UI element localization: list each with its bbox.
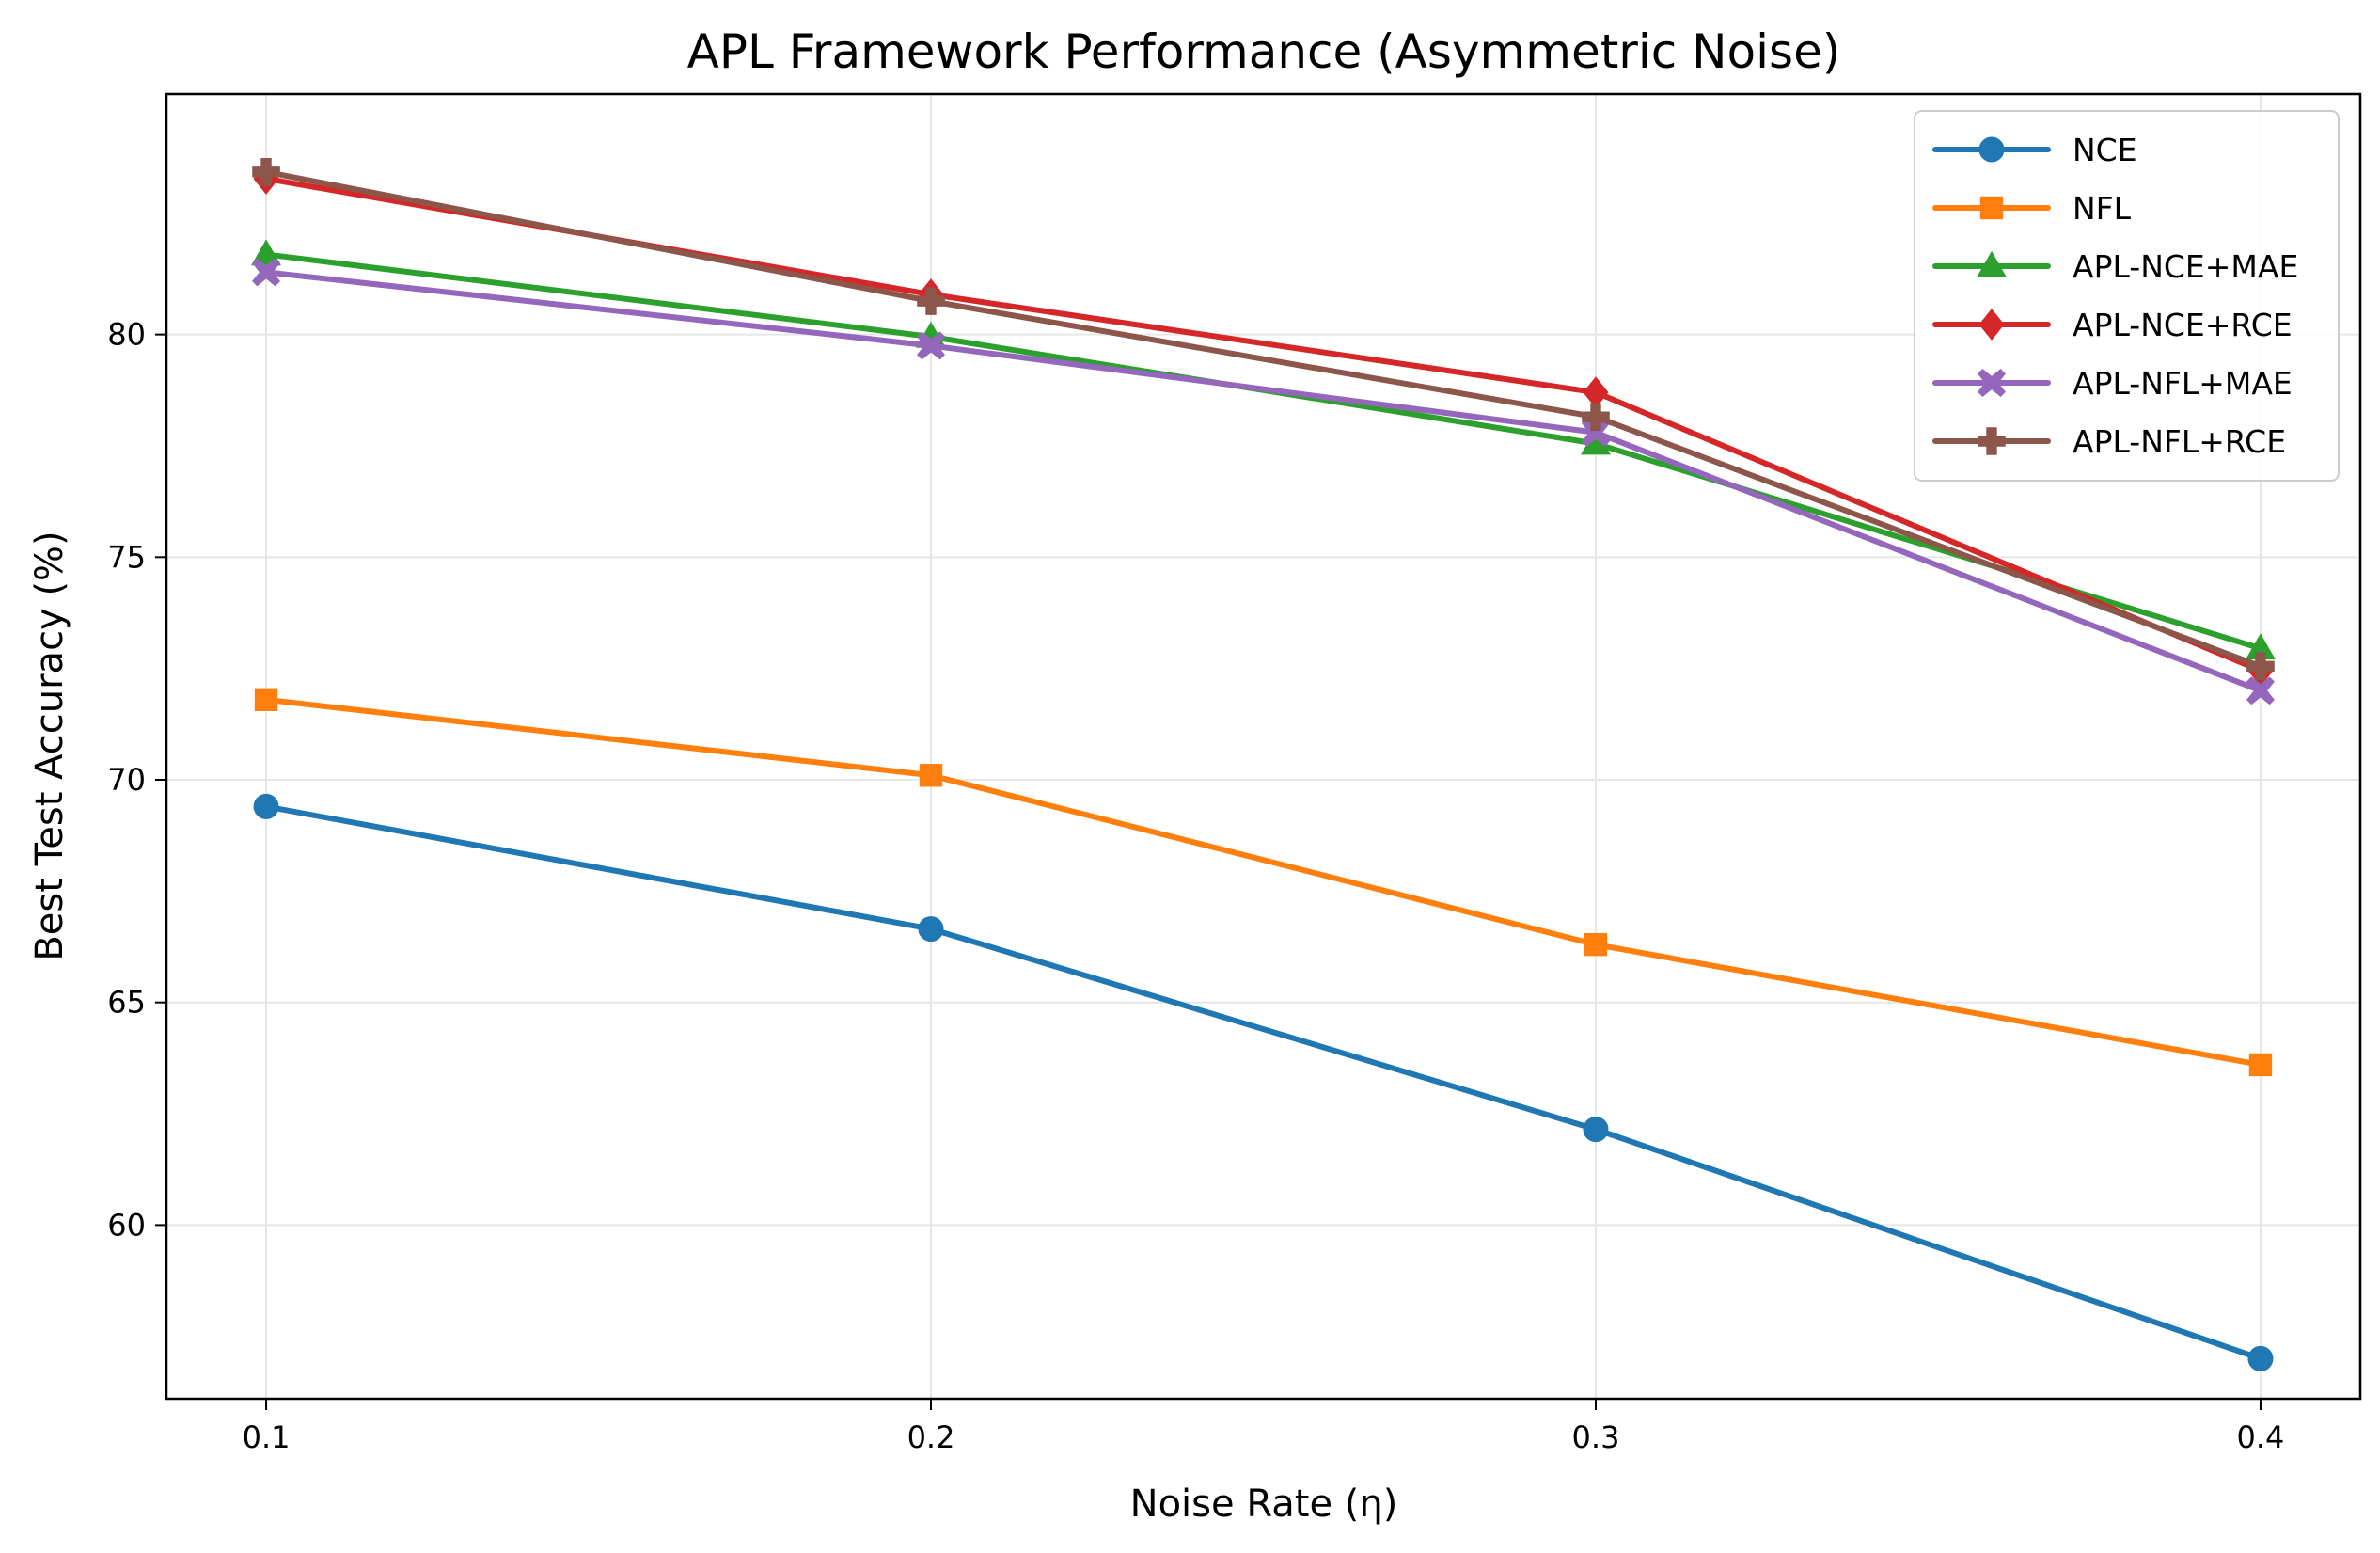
data-point [253,793,279,819]
data-point [252,258,281,287]
y-axis-label: Best Test Accuracy (%) [28,531,71,960]
data-point [1583,1117,1609,1143]
legend-marker [1978,369,2006,397]
series-line [263,696,2263,1068]
legend-marker [1979,196,2004,220]
legend-label: APL-NFL+RCE [2073,423,2286,460]
legend-label: APL-NCE+MAE [2073,248,2298,285]
series-apl-nfl-mae [252,258,2275,705]
series-line [263,168,2263,670]
y-tick-label: 65 [107,985,146,1021]
data-point [918,916,944,943]
series-line [263,803,2263,1362]
data-point [1582,403,1610,431]
chart-title: APL Framework Performance (Asymmetric No… [687,24,1841,79]
data-point [2247,1345,2274,1371]
legend-item: NFL [1932,190,2132,227]
data-point [2246,676,2275,705]
ticks: 0.1 0.2 0.3 0.4 60 65 70 75 80 [107,317,2284,1455]
legend-item: NCE [1932,132,2137,168]
legend-label: APL-NFL+MAE [2073,365,2293,402]
legend-frame [1914,110,2340,482]
legend-marker [1978,136,2005,163]
legend-item: APL-NCE+MAE [1932,248,2298,285]
legend-marker [1978,427,2006,455]
data-point [2248,1053,2273,1077]
legend-marker [1978,309,2005,341]
legend-marker [1977,250,2007,277]
x-tick-label: 0.1 [243,1419,291,1455]
legend: NCE NFL APL-NCE+MAE APL-NCE+RCE APL-NFL+MAE A… [1914,110,2340,482]
y-tick-label: 75 [107,539,146,575]
y-tick-label: 80 [107,317,146,353]
legend-item: APL-NCE+RCE [1932,307,2293,343]
data-point [251,239,281,266]
x-axis-label: Noise Rate (η) [1130,1482,1398,1526]
series-layer [251,158,2276,1371]
data-point [2246,652,2275,681]
series-nfl [254,688,2273,1077]
legend-label: NFL [2073,190,2132,227]
data-point [917,331,945,360]
legend-label: NCE [2073,132,2137,168]
plot-frame [165,92,2362,1401]
data-point [919,764,943,787]
series-nce [253,793,2274,1371]
y-tick-label: 70 [107,762,146,798]
legend-item: APL-NFL+MAE [1932,365,2293,402]
data-point [917,287,945,315]
x-tick-label: 0.4 [2237,1419,2285,1455]
data-point [254,688,278,711]
x-tick-label: 0.3 [1572,1419,1620,1455]
x-tick-label: 0.2 [907,1419,955,1455]
series-apl-nfl-rce [252,158,2275,681]
data-point [1584,932,1608,957]
legend-item: APL-NFL+RCE [1932,423,2286,460]
data-point [252,158,280,186]
legend-label: APL-NCE+RCE [2073,307,2293,343]
y-tick-label: 60 [107,1207,146,1243]
series-line [263,269,2263,694]
